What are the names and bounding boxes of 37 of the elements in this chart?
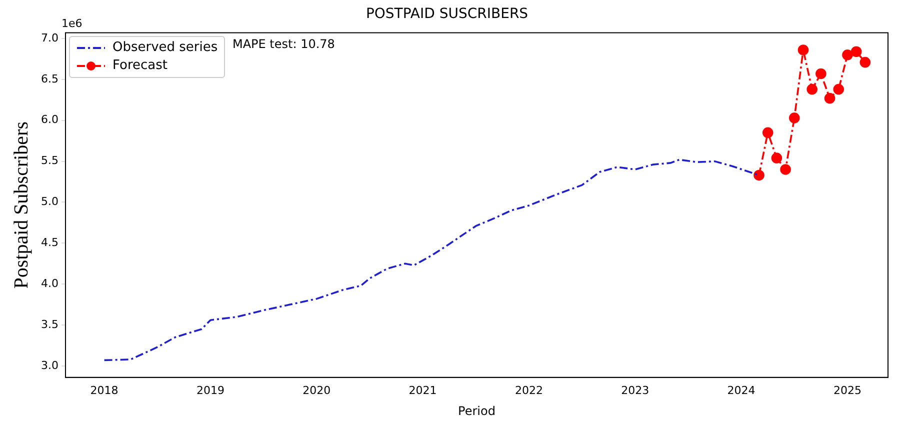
point [842, 50, 853, 60]
x-tick-label: 2023 [621, 384, 650, 397]
point [798, 44, 809, 56]
x-tick-label: 2024 [727, 384, 756, 397]
point [824, 92, 836, 104]
y-axis-title: Postpaid Subscribers [10, 121, 32, 289]
chart-title: POSTPAID SUSCRIBERS [366, 6, 528, 22]
point [762, 127, 774, 138]
y-tick-label: 4.5 [40, 236, 58, 250]
y-tick-label: 5.5 [40, 154, 58, 168]
x-tick-label: 2019 [196, 384, 224, 397]
annotation: MAPE test: 10.78 [232, 36, 335, 51]
x-tick-label: 2021 [408, 384, 437, 397]
y-tick-label: 3.5 [40, 318, 58, 331]
text: 1e6 [61, 16, 82, 30]
point [833, 84, 844, 95]
x-axis-title: Period [458, 404, 496, 418]
point [771, 152, 782, 164]
x-tick-label: 2018 [90, 384, 118, 397]
point [850, 46, 862, 58]
x-tick-label: 2022 [514, 384, 543, 397]
y-tick-label: 6.0 [40, 113, 58, 126]
y-tick-label: 3.0 [40, 358, 58, 372]
point [806, 84, 818, 95]
y-tick-label: 4.0 [40, 276, 58, 290]
y-tick-label: 7.0 [40, 31, 58, 44]
y-tick-label: 5.0 [40, 195, 58, 208]
x-tick-label: 2025 [833, 384, 862, 397]
x-tick-label: 2020 [302, 384, 331, 397]
legend-label: Observed series [112, 38, 218, 57]
point [780, 164, 791, 175]
legend-label: Forecast [112, 56, 168, 75]
point [788, 112, 800, 124]
y-tick-label: 6.5 [40, 72, 58, 86]
point [860, 56, 871, 68]
point [754, 170, 764, 181]
point [816, 68, 826, 80]
